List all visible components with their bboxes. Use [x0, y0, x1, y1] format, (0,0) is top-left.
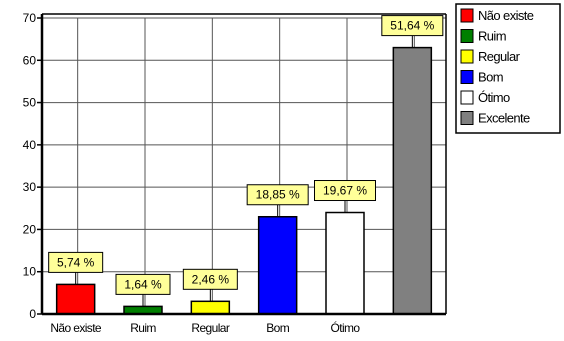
bars — [55, 46, 433, 315]
bar — [392, 46, 433, 315]
bar — [325, 211, 365, 315]
legend-label: Não existe — [478, 8, 534, 23]
x-category-labels: Não existe Ruim Regular Bom Ótimo — [50, 320, 361, 335]
legend-label: Regular — [478, 49, 521, 64]
legend-swatch — [460, 29, 474, 43]
x-category-label: Não existe — [50, 321, 102, 335]
legend-swatch — [460, 111, 474, 125]
data-label: 51,64 % — [390, 19, 434, 33]
bar — [257, 215, 298, 315]
legend-swatch — [460, 8, 474, 23]
legend-swatch — [460, 90, 474, 105]
data-label-box — [381, 15, 444, 37]
data-label: 2,46 % — [192, 272, 230, 286]
legend: Não existe Ruim Regular Bom Ótimo Excelente — [455, 3, 561, 134]
data-label-box — [115, 273, 171, 295]
y-tick-label: 70 — [23, 11, 37, 25]
y-tick-label: 0 — [29, 307, 36, 321]
x-category-label: Ótimo — [330, 320, 360, 335]
data-label: 5,74 % — [57, 255, 95, 269]
y-tick-label: 40 — [23, 138, 37, 152]
data-label: 1,64 % — [124, 277, 162, 291]
x-category-label: Ruim — [130, 321, 156, 335]
legend-swatch — [460, 49, 474, 64]
axes — [40, 13, 447, 316]
x-category-label: Regular — [191, 321, 229, 335]
legend-label: Excelente — [478, 111, 530, 126]
data-label: 19,67 % — [323, 184, 367, 198]
data-label-box — [246, 184, 309, 206]
y-tick-label: 30 — [23, 180, 37, 194]
y-tick-label: 60 — [23, 53, 37, 67]
legend-label: Bom — [478, 70, 503, 85]
data-label-box — [182, 268, 238, 290]
legend-label: Ruim — [478, 29, 506, 44]
y-tick-labels: 0 10 20 30 40 50 60 70 — [23, 11, 42, 321]
legend-swatch — [460, 70, 474, 84]
data-label-box — [48, 251, 104, 273]
y-tick-label: 50 — [23, 96, 37, 110]
data-label: 18,85 % — [256, 188, 300, 202]
x-category-label: Bom — [266, 321, 289, 335]
bar — [190, 300, 231, 315]
data-label-box — [314, 180, 376, 202]
data-labels: 5,74 % 1,64 % 2,46 % 18,85 % 19,67 % 51,64 % — [48, 15, 444, 307]
y-tick-label: 10 — [23, 265, 37, 279]
y-tick-label: 20 — [23, 222, 37, 236]
bar — [55, 283, 96, 315]
legend-label: Ótimo — [478, 90, 510, 105]
